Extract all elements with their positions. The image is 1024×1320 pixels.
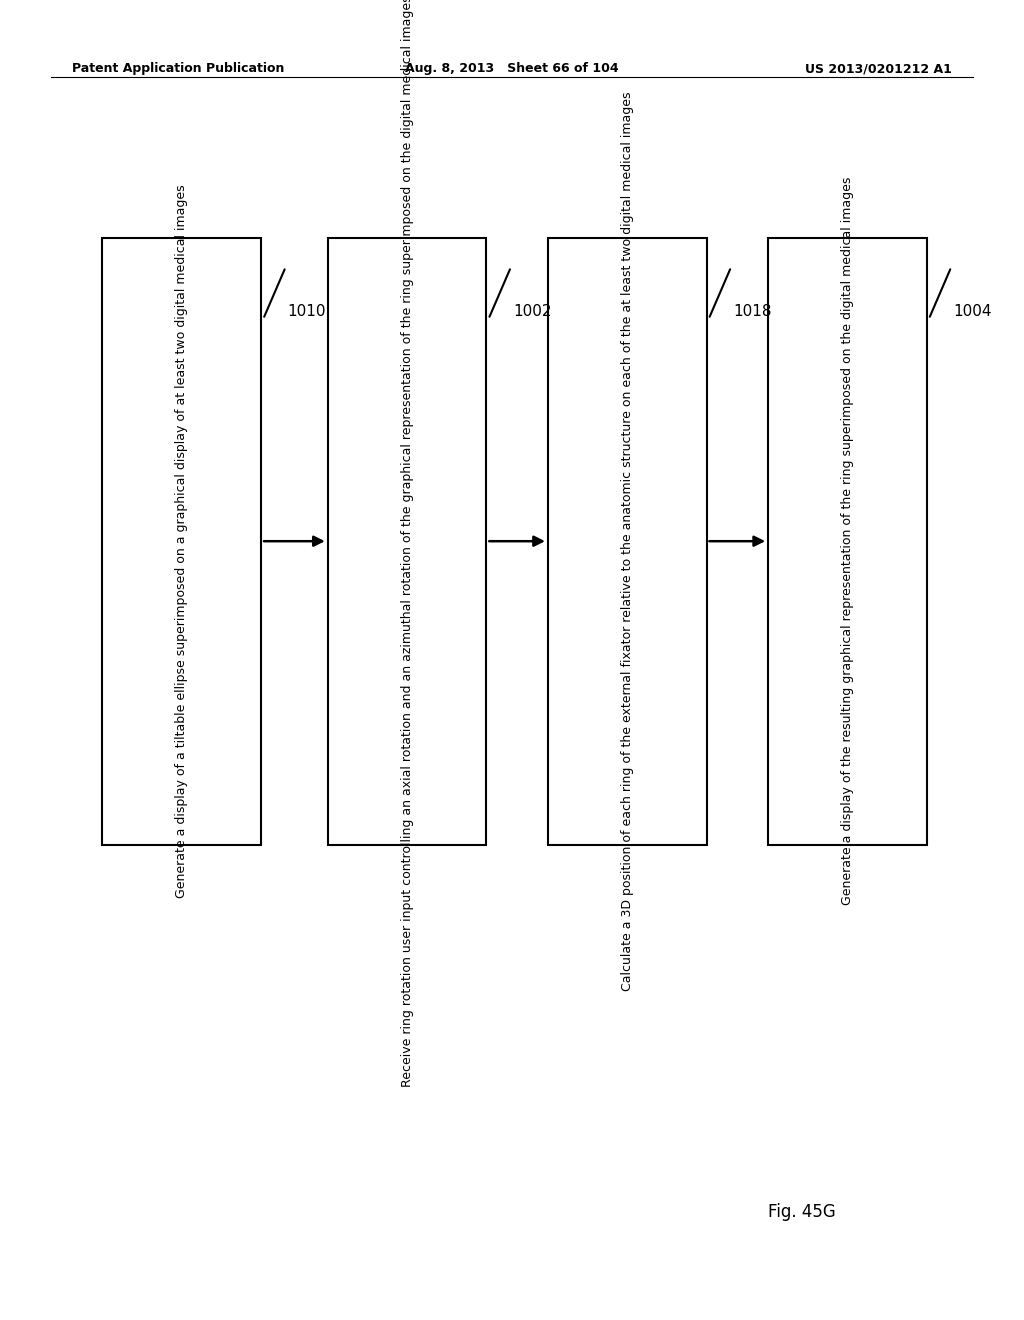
Text: Generate a display of a tiltable ellipse superimposed on a graphical display of : Generate a display of a tiltable ellipse…: [175, 185, 188, 898]
Text: Fig. 45G: Fig. 45G: [768, 1203, 836, 1221]
Text: 1018: 1018: [733, 304, 772, 318]
Bar: [328, 238, 486, 845]
Text: 1002: 1002: [513, 304, 552, 318]
Bar: [102, 238, 261, 845]
Text: Receive ring rotation user input controlling an axial rotation and an azimuthal : Receive ring rotation user input control…: [400, 0, 414, 1086]
Text: US 2013/0201212 A1: US 2013/0201212 A1: [806, 62, 952, 75]
Bar: [768, 238, 927, 845]
Bar: [548, 238, 707, 845]
Text: Aug. 8, 2013   Sheet 66 of 104: Aug. 8, 2013 Sheet 66 of 104: [406, 62, 618, 75]
Text: Patent Application Publication: Patent Application Publication: [72, 62, 284, 75]
Text: Generate a display of the resulting graphical representation of the ring superim: Generate a display of the resulting grap…: [841, 177, 854, 906]
Text: 1010: 1010: [288, 304, 327, 318]
Text: 1004: 1004: [953, 304, 992, 318]
Text: Calculate a 3D position of each ring of the external fixator relative to the ana: Calculate a 3D position of each ring of …: [621, 91, 634, 991]
